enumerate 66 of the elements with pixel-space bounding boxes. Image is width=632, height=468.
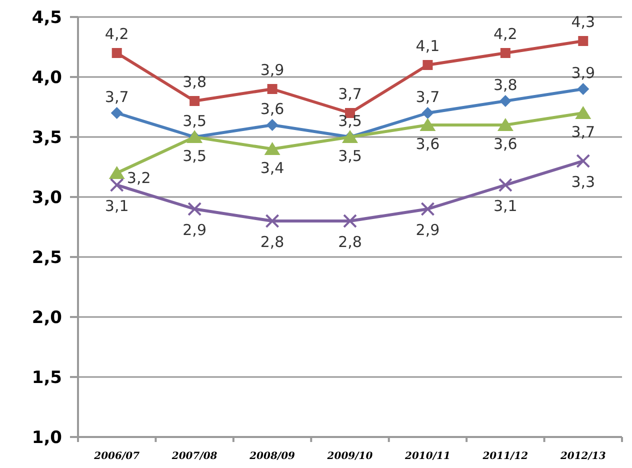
y-tick-label: 3,5 — [32, 128, 62, 148]
data-label: 3,6 — [494, 135, 518, 153]
point — [265, 214, 280, 228]
x-tick-label: 2009/10 — [326, 451, 373, 462]
x-tick-label: 2011/12 — [482, 451, 528, 462]
point — [497, 118, 514, 131]
data-label: 3,9 — [260, 61, 284, 79]
data-label: 3,1 — [494, 197, 518, 215]
data-label: 3,5 — [338, 112, 362, 130]
point — [108, 166, 125, 179]
data-label: 3,1 — [104, 197, 129, 215]
data-label: 2,9 — [416, 221, 440, 239]
data-label: 3,5 — [338, 147, 362, 165]
y-tick-label: 2,0 — [32, 308, 62, 328]
data-label: 3,7 — [104, 88, 129, 106]
point — [576, 154, 590, 168]
point — [110, 178, 124, 192]
point — [577, 83, 590, 95]
point — [190, 96, 200, 106]
point — [575, 106, 592, 119]
data-label: 4,3 — [571, 13, 596, 31]
point — [420, 118, 436, 131]
data-label: 3,7 — [338, 85, 362, 103]
data-label: 3,5 — [182, 147, 206, 165]
point — [264, 142, 280, 155]
y-tick-label: 3,0 — [32, 188, 62, 208]
data-label: 3,2 — [126, 169, 151, 187]
point — [266, 119, 278, 131]
point — [267, 84, 278, 94]
data-label: 4,1 — [416, 37, 440, 55]
data-label: 3,4 — [260, 159, 284, 177]
y-tick-label: 4,0 — [32, 68, 62, 88]
point — [578, 36, 588, 46]
point — [110, 107, 123, 119]
data-label: 3,3 — [571, 173, 596, 191]
x-tick-label: 2006/07 — [93, 451, 140, 462]
point — [498, 178, 512, 192]
point — [343, 214, 357, 228]
point — [420, 202, 435, 216]
data-label: 2,9 — [182, 221, 206, 239]
point — [112, 48, 122, 58]
point — [422, 107, 434, 119]
data-label: 3,5 — [182, 112, 206, 130]
point — [500, 48, 510, 58]
data-label: 3,8 — [494, 76, 518, 94]
y-tick-label: 4,5 — [32, 8, 62, 28]
data-label: 4,2 — [104, 25, 129, 43]
x-tick-label: 2012/13 — [559, 451, 606, 462]
data-label: 3,9 — [571, 64, 596, 82]
x-tick-label: 2008/09 — [248, 451, 296, 462]
point — [499, 95, 512, 107]
data-label: 3,7 — [571, 123, 596, 141]
data-label: 3,6 — [260, 100, 284, 118]
data-label: 3,6 — [416, 135, 440, 153]
data-label: 2,8 — [338, 233, 362, 251]
data-label: 3,8 — [182, 73, 206, 91]
x-tick-label: 2007/08 — [170, 451, 218, 462]
data-label: 2,8 — [260, 233, 284, 251]
point — [188, 202, 202, 216]
data-label: 4,2 — [494, 25, 518, 43]
y-tick-label: 2,5 — [32, 248, 62, 268]
y-tick-label: 1,0 — [32, 428, 62, 448]
point — [422, 60, 433, 70]
data-label: 3,7 — [416, 88, 440, 106]
x-tick-label: 2010/11 — [404, 451, 450, 462]
y-tick-label: 1,5 — [32, 368, 62, 388]
